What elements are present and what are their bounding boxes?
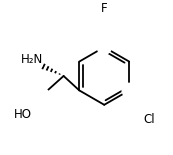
Circle shape bbox=[28, 56, 43, 70]
Text: H₂N: H₂N bbox=[21, 53, 43, 66]
Text: F: F bbox=[101, 2, 108, 15]
Text: HO: HO bbox=[14, 108, 32, 121]
Text: Cl: Cl bbox=[143, 113, 155, 126]
Circle shape bbox=[122, 83, 136, 97]
Circle shape bbox=[97, 40, 111, 54]
Circle shape bbox=[35, 88, 49, 102]
